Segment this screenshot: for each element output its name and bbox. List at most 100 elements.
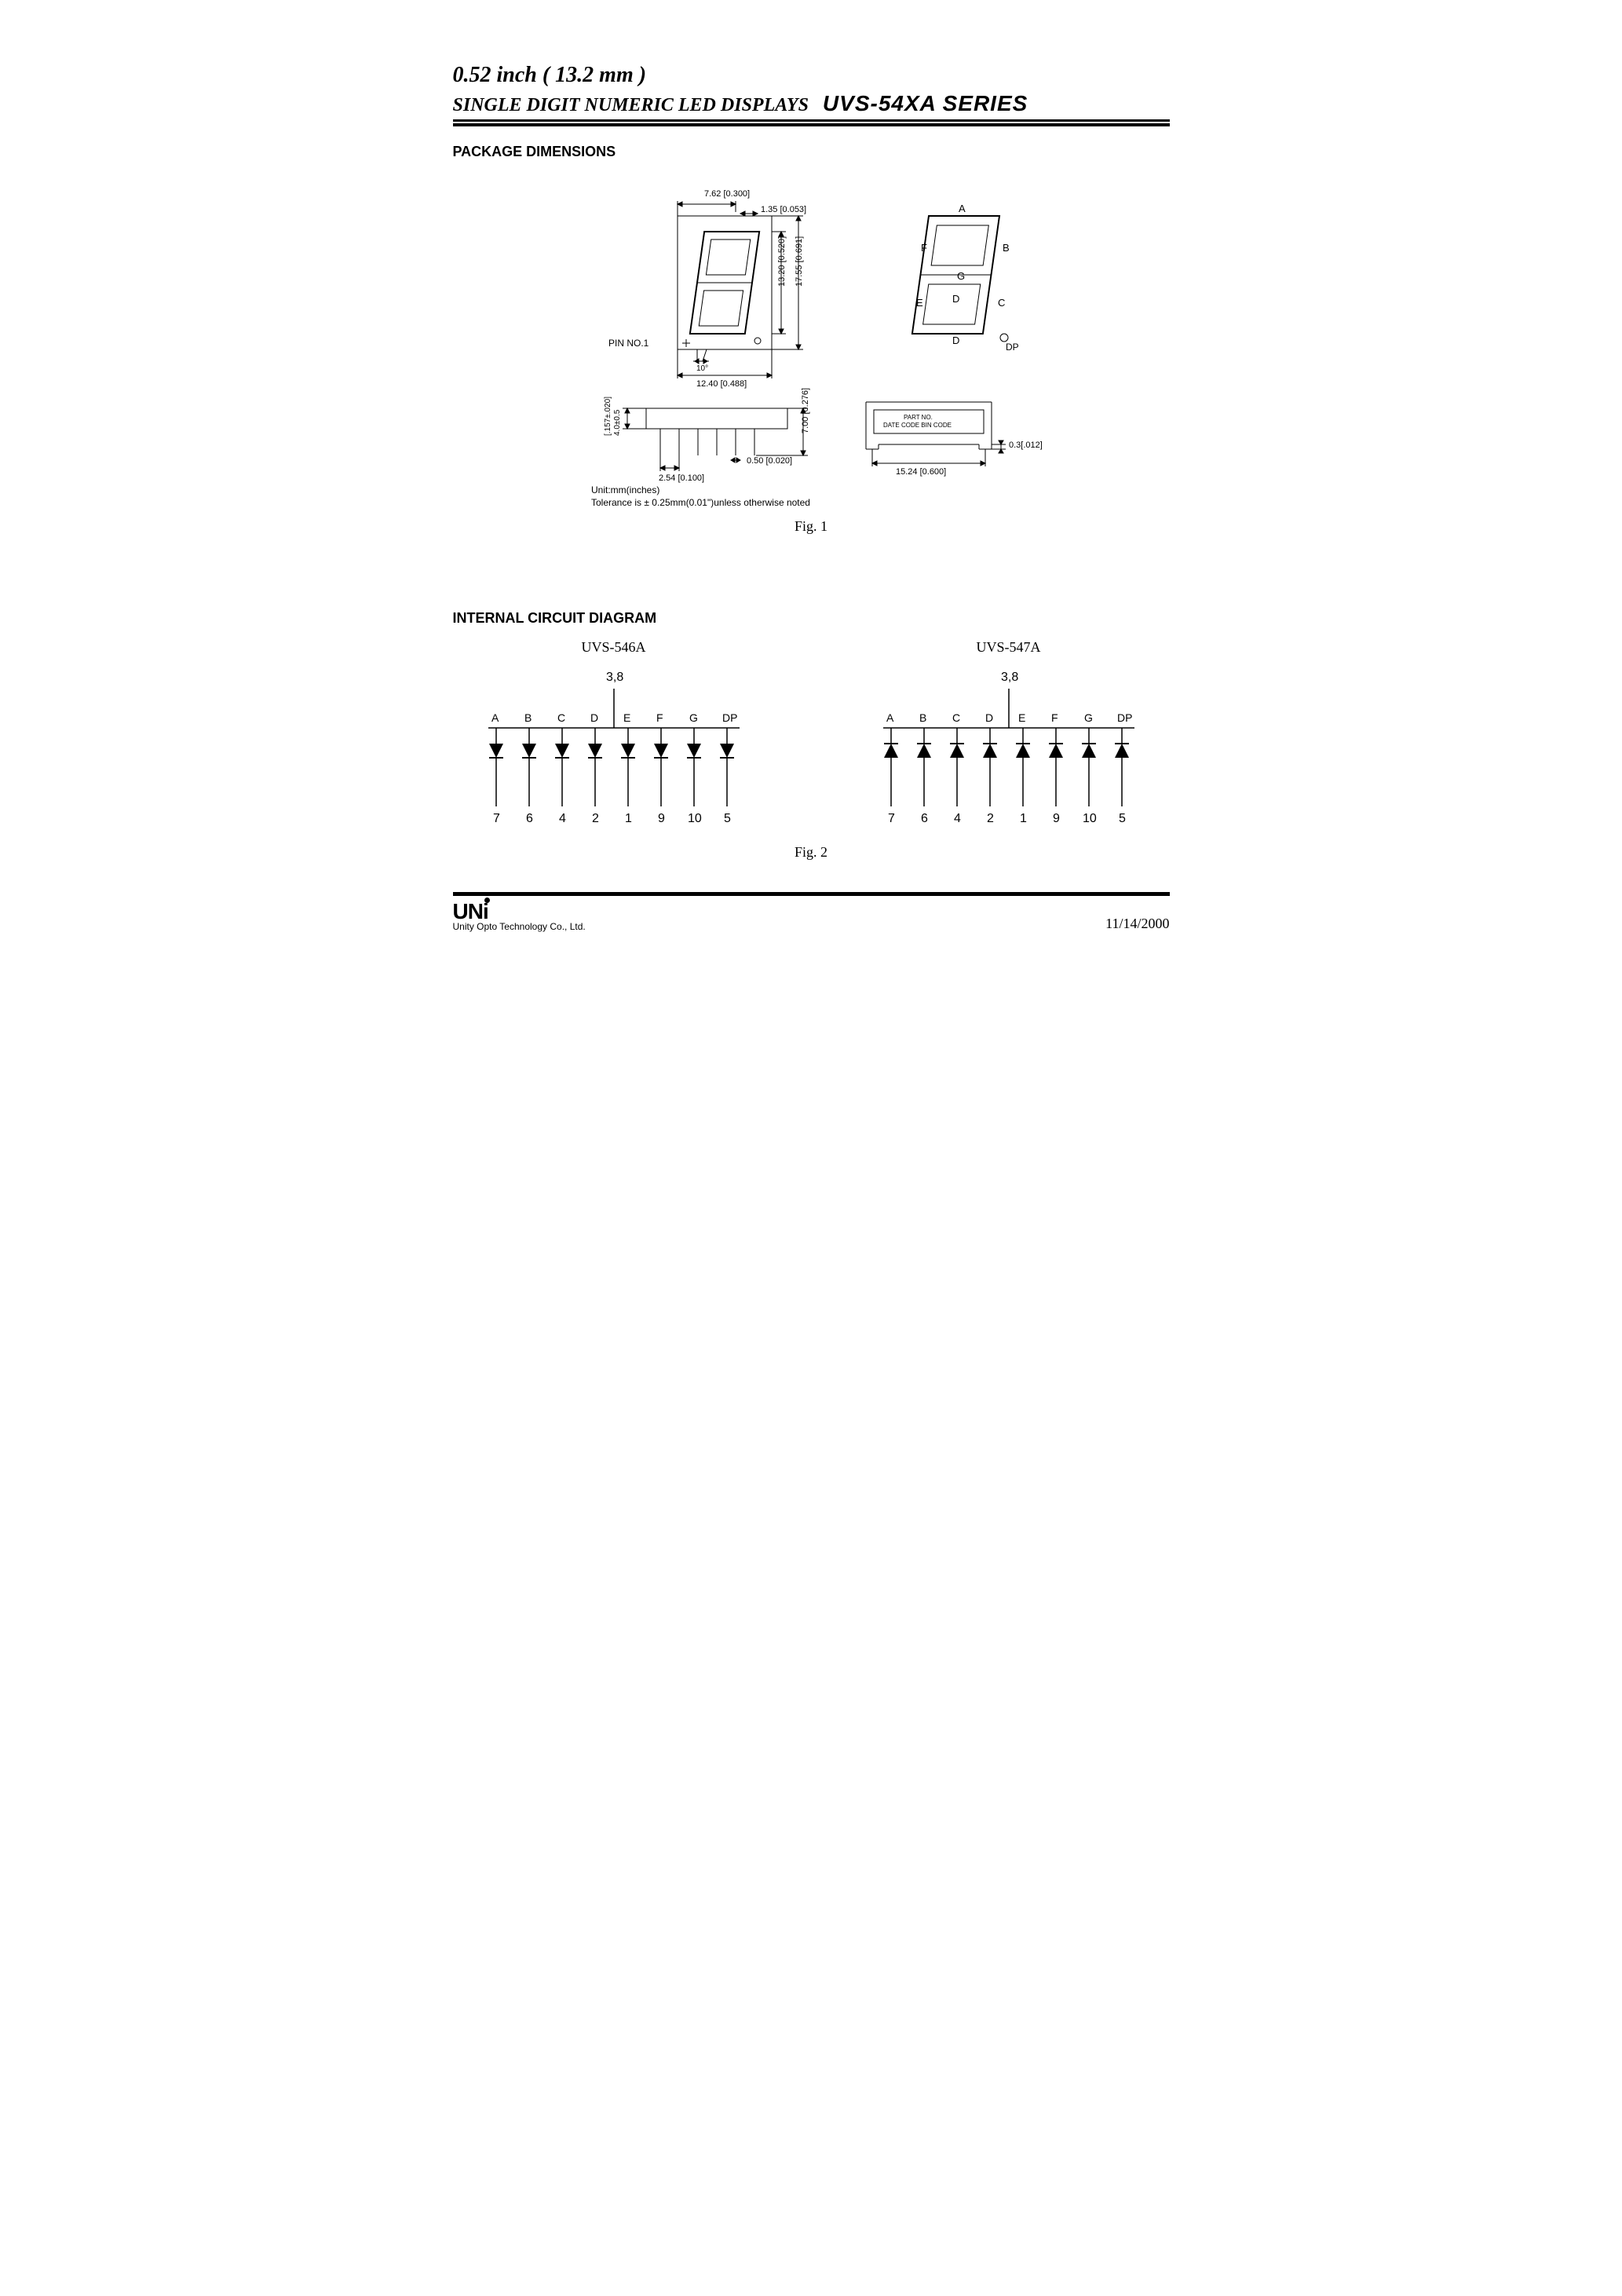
diode-icon [1115,744,1129,758]
pin-label: 9 [1053,812,1060,825]
diode-icon [950,744,964,758]
footer-date: 11/14/2000 [1105,916,1169,932]
segment-label: E [1018,711,1025,724]
dim-digit-height: 13.20 [0.520] [777,236,787,287]
segment-label: F [1051,711,1058,724]
pin-label: 2 [592,812,599,825]
dim-body-width: 12.40 [0.488] [696,379,747,389]
header-row2: SINGLE DIGIT NUMERIC LED DISPLAYS UVS-54… [453,91,1170,122]
segment-label: DP [1117,711,1132,724]
segment-label: D [985,711,993,724]
back-label-2: DATE CODE BIN CODE [883,422,952,429]
circuit-right: UVS-547A 3,8 A 7 B 6 C 4 D 2 E 1 F 9 G 10 DP 5 [848,639,1170,838]
segment-label: F [656,711,663,724]
footer-rule [453,892,1170,896]
seg-f-label: F [921,242,927,254]
diode-icon [555,744,569,758]
company-name: Unity Opto Technology Co., Ltd. [453,921,586,932]
diode-icon [687,744,701,758]
segment-label: A [886,711,894,724]
pin-label: 10 [688,812,702,825]
tilt-angle: 10° [696,364,708,373]
pin-label: 5 [1119,812,1126,825]
pin-label: 6 [921,812,928,825]
segment-label: C [952,711,960,724]
pin-label: 7 [888,812,895,825]
pin-label: 1 [1020,812,1027,825]
seg-dp-label: DP [1006,342,1019,353]
header-line1: 0.52 inch ( 13.2 mm ) [453,63,1170,88]
pin-label: 4 [954,812,961,825]
circuit-left-svg: 3,8 A 7 B 6 C 4 D 2 E 1 F 9 G 10 DP 5 [465,657,763,838]
segment-label: DP [722,711,737,724]
seg-d-inner: D [952,293,959,305]
dim-top-width: 7.62 [0.300] [704,189,750,199]
pin-label: 6 [526,812,533,825]
segment-label: E [623,711,630,724]
footer-logo-block: UNi Unity Opto Technology Co., Ltd. [453,899,586,932]
dim-body-thick: 4.0±0.5 [613,409,622,436]
dim-total-height: 7.00 [0.276] [801,388,810,433]
diode-icon [654,744,668,758]
header-line2: SINGLE DIGIT NUMERIC LED DISPLAYS [453,95,809,116]
circuit-right-title: UVS-547A [848,639,1170,656]
seg-b-label: B [1003,242,1010,254]
pin-label: 4 [559,812,566,825]
segment-label: G [1084,711,1093,724]
section-internal-circuit: INTERNAL CIRCUIT DIAGRAM [453,610,1170,627]
diode-icon [522,744,536,758]
header-series: UVS-54XA SERIES [823,91,1028,116]
dim-pin-pitch: 2.54 [0.100] [659,473,704,483]
header-rule [453,123,1170,126]
diode-icon [1049,744,1063,758]
package-dimensions-figure: 7.62 [0.300] 1.35 [0.053] 13.20 [0.520] … [505,173,1117,535]
dim-standoff: 0.3[.012] [1009,441,1043,450]
segment-label: B [919,711,926,724]
dim-body-height: 17.55 [0.691] [795,236,804,287]
section-package-dimensions: PACKAGE DIMENSIONS [453,144,1170,160]
segment-label: A [491,711,499,724]
footer: UNi Unity Opto Technology Co., Ltd. 11/1… [453,899,1170,932]
dim-back-width: 15.24 [0.600] [896,467,946,477]
fig2-caption: Fig. 2 [453,844,1170,861]
segment-label: D [590,711,598,724]
circuit-left-common-pins: 3,8 [606,671,623,684]
pin-label: 2 [987,812,994,825]
segment-label: G [689,711,698,724]
segment-label: B [524,711,532,724]
tolerance-note: Tolerance is ± 0.25mm(0.01")unless other… [591,497,810,508]
diode-icon [720,744,734,758]
package-dimensions-svg: 7.62 [0.300] 1.35 [0.053] 13.20 [0.520] … [528,173,1094,510]
pin-label: 7 [493,812,500,825]
diode-icon [884,744,898,758]
circuit-right-svg: 3,8 A 7 B 6 C 4 D 2 E 1 F 9 G 10 DP 5 [860,657,1158,838]
seg-d-label: D [952,335,959,346]
diode-icon [621,744,635,758]
circuit-left-title: UVS-546A [453,639,775,656]
dim-seg-width: 1.35 [0.053] [761,205,806,214]
seg-c-label: C [998,297,1005,309]
diode-icon [489,744,503,758]
diode-icon [1016,744,1030,758]
diode-icon [588,744,602,758]
circuit-left: UVS-546A 3,8 A 7 B 6 C 4 D 2 E 1 F 9 G 10 DP 5 [453,639,775,838]
dim-pin-width: 0.50 [0.020] [747,456,792,466]
pin-label: 5 [724,812,731,825]
back-label-1: PART NO. [904,414,933,421]
dim-body-thick-in: [.157±.020] [604,397,612,436]
diode-icon [1082,744,1096,758]
circuit-right-common-pins: 3,8 [1001,671,1018,684]
seg-a-label: A [959,203,966,214]
seg-g-label: G [957,270,965,282]
circuits-row: UVS-546A 3,8 A 7 B 6 C 4 D 2 E 1 F 9 G 10 DP 5 UVS-547A… [453,639,1170,838]
pin-label: 9 [658,812,665,825]
pin-label: 10 [1083,812,1097,825]
seg-e-label: E [916,297,923,309]
pin-label: 1 [625,812,632,825]
diode-icon [983,744,997,758]
segment-label: C [557,711,565,724]
diode-icon [917,744,931,758]
pin1-label: PIN NO.1 [608,338,649,349]
unit-note: Unit:mm(inches) [591,484,659,495]
fig1-caption: Fig. 1 [505,518,1117,535]
